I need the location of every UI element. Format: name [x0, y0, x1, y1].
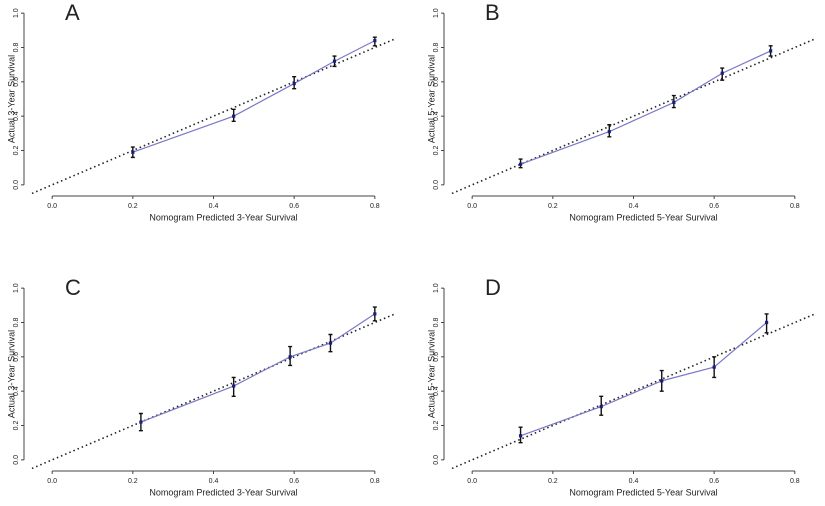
point [232, 114, 236, 118]
x-tick-label: 0.0 [467, 203, 477, 210]
x-tick-label: 0.2 [548, 203, 558, 210]
point [769, 49, 773, 53]
point [672, 100, 676, 105]
panel-label: A [65, 0, 80, 25]
x-tick-label: 0.6 [709, 478, 719, 485]
x-tick-label: 0.0 [47, 203, 57, 210]
y-tick-label: 0.0 [433, 455, 440, 465]
x-tick-label: 0.2 [128, 478, 138, 485]
x-tick-label: 0.4 [629, 478, 639, 485]
x-tick-label: 0.2 [128, 203, 138, 210]
x-axis-title: Nomogram Predicted 5-Year Survival [569, 212, 717, 222]
y-tick-label: 0.0 [13, 455, 20, 465]
x-tick-label: 0.2 [548, 478, 558, 485]
x-tick-label: 0.4 [209, 203, 219, 210]
y-tick-label: 0.6 [13, 77, 20, 87]
y-tick-label: 0.2 [433, 146, 440, 156]
x-tick-label: 0.8 [370, 203, 380, 210]
ideal-line [451, 313, 816, 470]
y-axis-title: Actual 3-Year Survival [6, 55, 16, 143]
calibration-line [520, 50, 771, 165]
y-axis-title: Actual 5-Year Survival [426, 55, 436, 143]
y-tick-label: 0.0 [433, 180, 440, 190]
x-tick-label: 0.4 [209, 478, 219, 485]
point [607, 130, 611, 134]
y-tick-label: 0.2 [13, 421, 20, 431]
ideal-line [451, 38, 816, 195]
point [518, 162, 523, 166]
calibration-line [520, 322, 767, 437]
x-tick-label: 0.4 [629, 203, 639, 210]
y-tick-label: 0.0 [13, 180, 20, 190]
ideal-line [31, 313, 396, 470]
point [328, 341, 333, 345]
point [660, 379, 664, 383]
ideal-line [31, 38, 396, 195]
panel: D 0.0 0.2 0.4 0.6 0.8 0.0 0.2 0.4 0.6 0.8 1.0 Nomogr… [426, 275, 816, 497]
point [288, 355, 292, 359]
y-tick-label: 0.4 [433, 111, 440, 121]
y-tick-label: 1.0 [13, 283, 20, 293]
point [373, 39, 377, 43]
y-tick-label: 0.2 [433, 421, 440, 431]
y-tick-label: 1.0 [433, 283, 440, 293]
point [131, 150, 135, 154]
panel: A 0.0 0.2 0.4 0.6 0.8 0.0 0.2 0.4 0.6 0.8 1.0 Nomogr… [6, 0, 396, 222]
point [599, 405, 603, 409]
x-axis-title: Nomogram Predicted 3-Year Survival [149, 487, 297, 497]
x-tick-label: 0.6 [289, 478, 299, 485]
point [139, 420, 143, 424]
panel: B 0.0 0.2 0.4 0.6 0.8 0.0 0.2 0.4 0.6 0.8 1.0 Nomogr… [426, 0, 816, 222]
y-tick-label: 0.6 [433, 77, 440, 87]
x-tick-label: 0.6 [289, 203, 299, 210]
panel-label: B [485, 0, 500, 25]
y-tick-label: 1.0 [13, 8, 20, 18]
panel-label: D [485, 275, 501, 300]
point [765, 320, 769, 325]
y-tick-label: 0.4 [433, 386, 440, 396]
x-axis-title: Nomogram Predicted 3-Year Survival [149, 212, 297, 222]
y-tick-label: 0.4 [13, 386, 20, 396]
panel-label: C [65, 275, 81, 300]
x-tick-label: 0.8 [370, 478, 380, 485]
panel: C 0.0 0.2 0.4 0.6 0.8 0.0 0.2 0.4 0.6 0.8 1.0 Nomogr… [6, 275, 396, 497]
y-tick-label: 0.8 [433, 318, 440, 328]
x-tick-label: 0.8 [790, 203, 800, 210]
x-tick-label: 0.0 [467, 478, 477, 485]
y-tick-label: 0.6 [13, 352, 20, 362]
x-tick-label: 0.6 [709, 203, 719, 210]
point [373, 312, 377, 316]
x-axis-title: Nomogram Predicted 5-Year Survival [569, 487, 717, 497]
y-tick-label: 0.8 [13, 43, 20, 53]
y-tick-label: 1.0 [433, 8, 440, 18]
y-axis-title: Actual 3-Year Survival [6, 330, 16, 418]
point [332, 59, 337, 63]
calibration-line [140, 313, 376, 423]
y-tick-label: 0.8 [13, 318, 20, 328]
y-tick-label: 0.6 [433, 352, 440, 362]
point [518, 434, 523, 438]
y-tick-label: 0.2 [13, 146, 20, 156]
y-axis-title: Actual 5-Year Survival [426, 330, 436, 418]
y-tick-label: 0.8 [433, 43, 440, 53]
x-tick-label: 0.8 [790, 478, 800, 485]
point [292, 81, 296, 86]
point [232, 384, 236, 388]
point [712, 365, 716, 369]
x-tick-label: 0.0 [47, 478, 57, 485]
y-tick-label: 0.4 [13, 111, 20, 121]
point [720, 71, 724, 75]
